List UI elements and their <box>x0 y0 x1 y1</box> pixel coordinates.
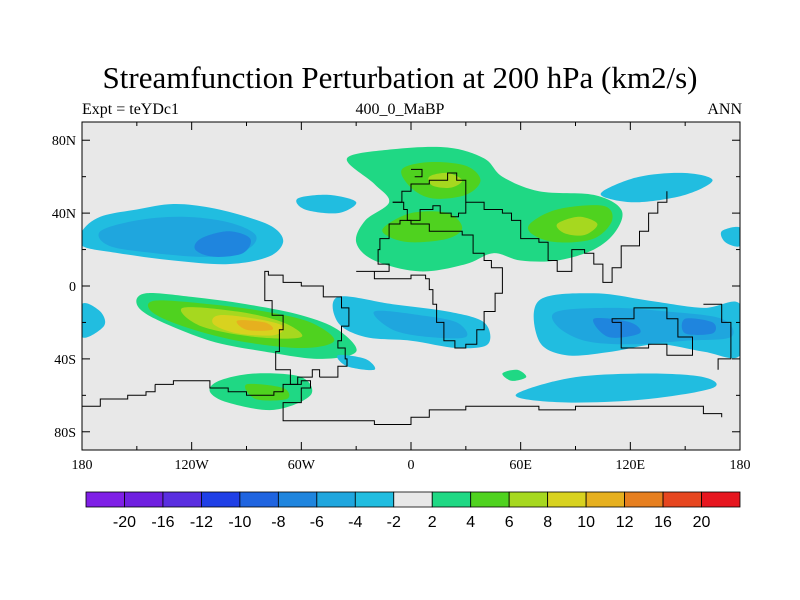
colorbar-label: 8 <box>543 514 552 531</box>
x-tick-label: 0 <box>408 458 415 473</box>
x-tick-label: 60W <box>288 458 316 473</box>
colorbar-swatch <box>124 491 164 508</box>
season-label: ANN <box>707 101 742 118</box>
colorbar-swatch <box>547 491 587 508</box>
colorbar-label: -10 <box>228 514 251 531</box>
contour-atlantic-low-north <box>296 194 357 214</box>
colorbar-swatch <box>624 491 664 508</box>
y-tick-label: 80N <box>52 134 76 149</box>
contour-indian-ocean-low <box>681 318 717 335</box>
x-tick-label: 180 <box>72 458 93 473</box>
contour-west-pacific-low <box>82 303 106 338</box>
colorbar-label: -2 <box>387 514 401 531</box>
x-tick-label: 120E <box>616 458 646 473</box>
colorbar-swatch <box>701 491 741 508</box>
colorbar-label: 16 <box>654 514 672 531</box>
y-tick-label: 40N <box>52 207 76 222</box>
coastline <box>82 384 156 407</box>
colorbar-label: -8 <box>271 514 285 531</box>
colorbar-swatch <box>585 491 625 508</box>
colorbar-swatch <box>277 491 318 508</box>
contour-eurasia-high <box>382 211 463 243</box>
colorbar-label: -4 <box>348 514 362 531</box>
x-tick-label: 180 <box>730 458 751 473</box>
coastline <box>264 270 350 385</box>
x-tick-label: 60E <box>509 458 532 473</box>
colorbar-label: 20 <box>693 514 711 531</box>
contour-south-pacific-high <box>236 320 274 331</box>
colorbar-swatch <box>316 491 356 508</box>
colorbar-swatch <box>239 491 279 508</box>
x-tick-label: 120W <box>175 458 210 473</box>
coastline <box>703 303 732 370</box>
contour-fills <box>82 146 740 411</box>
contour-eurasia-high <box>556 216 598 236</box>
colorbar-label: 2 <box>428 514 437 531</box>
colorbar-swatch <box>393 491 433 508</box>
contour-north-pacific-low <box>194 231 251 257</box>
coastline <box>411 168 423 178</box>
colorbar-label: -12 <box>190 514 213 531</box>
y-tick-label: 0 <box>69 280 76 295</box>
experiment-label: Expt = teYDc1 <box>82 101 179 118</box>
coastline <box>392 201 467 221</box>
contour-southern-ocean-low <box>515 373 717 403</box>
colorbar-label: -16 <box>151 514 174 531</box>
contour-southern-ocean-high <box>245 383 290 401</box>
coastlines <box>82 168 732 425</box>
coastline <box>356 219 503 349</box>
colorbar-swatch <box>162 491 202 508</box>
colorbar-label: -6 <box>310 514 324 531</box>
colorbar-label: 10 <box>577 514 595 531</box>
colorbar-swatch <box>662 491 702 508</box>
coastline <box>155 380 723 425</box>
y-tick-label: 40S <box>54 353 76 368</box>
coastline <box>392 172 668 283</box>
colorbar-label: 4 <box>466 514 475 531</box>
colorbar-label: 12 <box>616 514 634 531</box>
map-title: Streamfunction Perturbation at 200 hPa (… <box>102 60 698 95</box>
contour-indian-ocean-low <box>593 318 641 338</box>
contour-east-pacific-low <box>720 226 740 247</box>
colorbar-swatch <box>508 491 549 508</box>
contour-small-high <box>502 369 527 381</box>
period-label: 400_0_MaBP <box>355 101 445 118</box>
colorbar-swatch <box>354 491 395 508</box>
colorbar-swatch <box>201 491 241 508</box>
colorbar-swatch <box>470 491 510 508</box>
y-tick-label: 80S <box>54 426 76 441</box>
colorbar-swatch <box>431 491 472 508</box>
contour-indian-ocean-low <box>551 307 734 345</box>
colorbar-label: -20 <box>113 514 136 531</box>
colorbar-swatch <box>85 491 125 508</box>
coastline <box>611 307 693 356</box>
colorbar-label: 6 <box>505 514 514 531</box>
contour-siberia-low <box>600 172 713 203</box>
